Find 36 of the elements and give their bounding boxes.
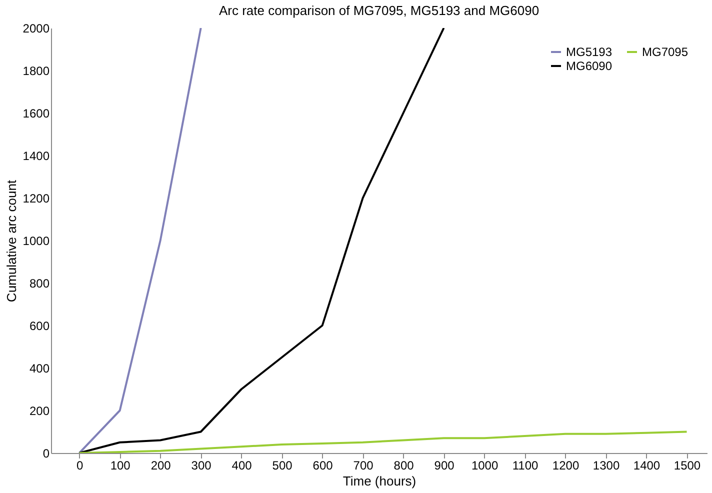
x-axis-title: Time (hours) <box>342 474 416 488</box>
legend-label: MG6090 <box>566 59 612 73</box>
x-tick-label: 1100 <box>512 458 538 472</box>
line-series <box>78 430 688 453</box>
x-tick-label: 1400 <box>633 458 660 472</box>
x-tick-label: 1000 <box>471 458 498 472</box>
x-tick-label: 500 <box>272 458 293 472</box>
x-tick-label: 0 <box>76 458 84 472</box>
legend-label: MG5193 <box>566 45 612 59</box>
y-tick-label: 200 <box>29 404 50 418</box>
y-tick-label: 1200 <box>22 192 50 206</box>
y-tick-label: 1800 <box>22 64 50 78</box>
x-tick-label: 1500 <box>674 458 701 472</box>
y-tick-label: 600 <box>29 319 50 333</box>
y-tick-label: 2000 <box>22 22 50 36</box>
x-tick-label: 700 <box>353 458 374 472</box>
line-series <box>78 28 202 453</box>
x-tick-label: 100 <box>110 458 131 472</box>
y-tick-label: 0 <box>42 446 50 460</box>
x-tick-label: 300 <box>191 458 212 472</box>
x-tick-label: 800 <box>394 458 414 472</box>
x-tick-label: 900 <box>434 458 455 472</box>
y-tick-label: 1600 <box>22 106 50 120</box>
x-tick-label: 1200 <box>552 458 580 472</box>
y-tick-label: 800 <box>29 276 50 290</box>
x-tick-label: 600 <box>312 458 334 472</box>
line-series <box>78 28 445 453</box>
y-axis-title: Cumulative arc count <box>4 180 19 302</box>
y-tick-label: 1400 <box>22 149 50 163</box>
x-tick-label: 200 <box>150 458 172 472</box>
y-tick-label: 1000 <box>22 234 50 248</box>
x-tick-label: 400 <box>232 458 252 472</box>
y-tick-label: 400 <box>29 362 50 376</box>
x-tick-label: 1300 <box>592 458 620 472</box>
chart-title: Arc rate comparison of MG7095, MG5193 and MG6090 <box>218 3 540 18</box>
legend-label: MG7095 <box>642 45 688 59</box>
